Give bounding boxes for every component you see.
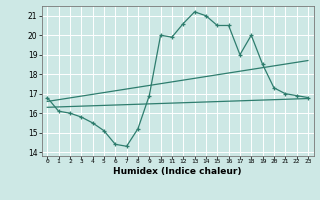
X-axis label: Humidex (Indice chaleur): Humidex (Indice chaleur) xyxy=(113,167,242,176)
